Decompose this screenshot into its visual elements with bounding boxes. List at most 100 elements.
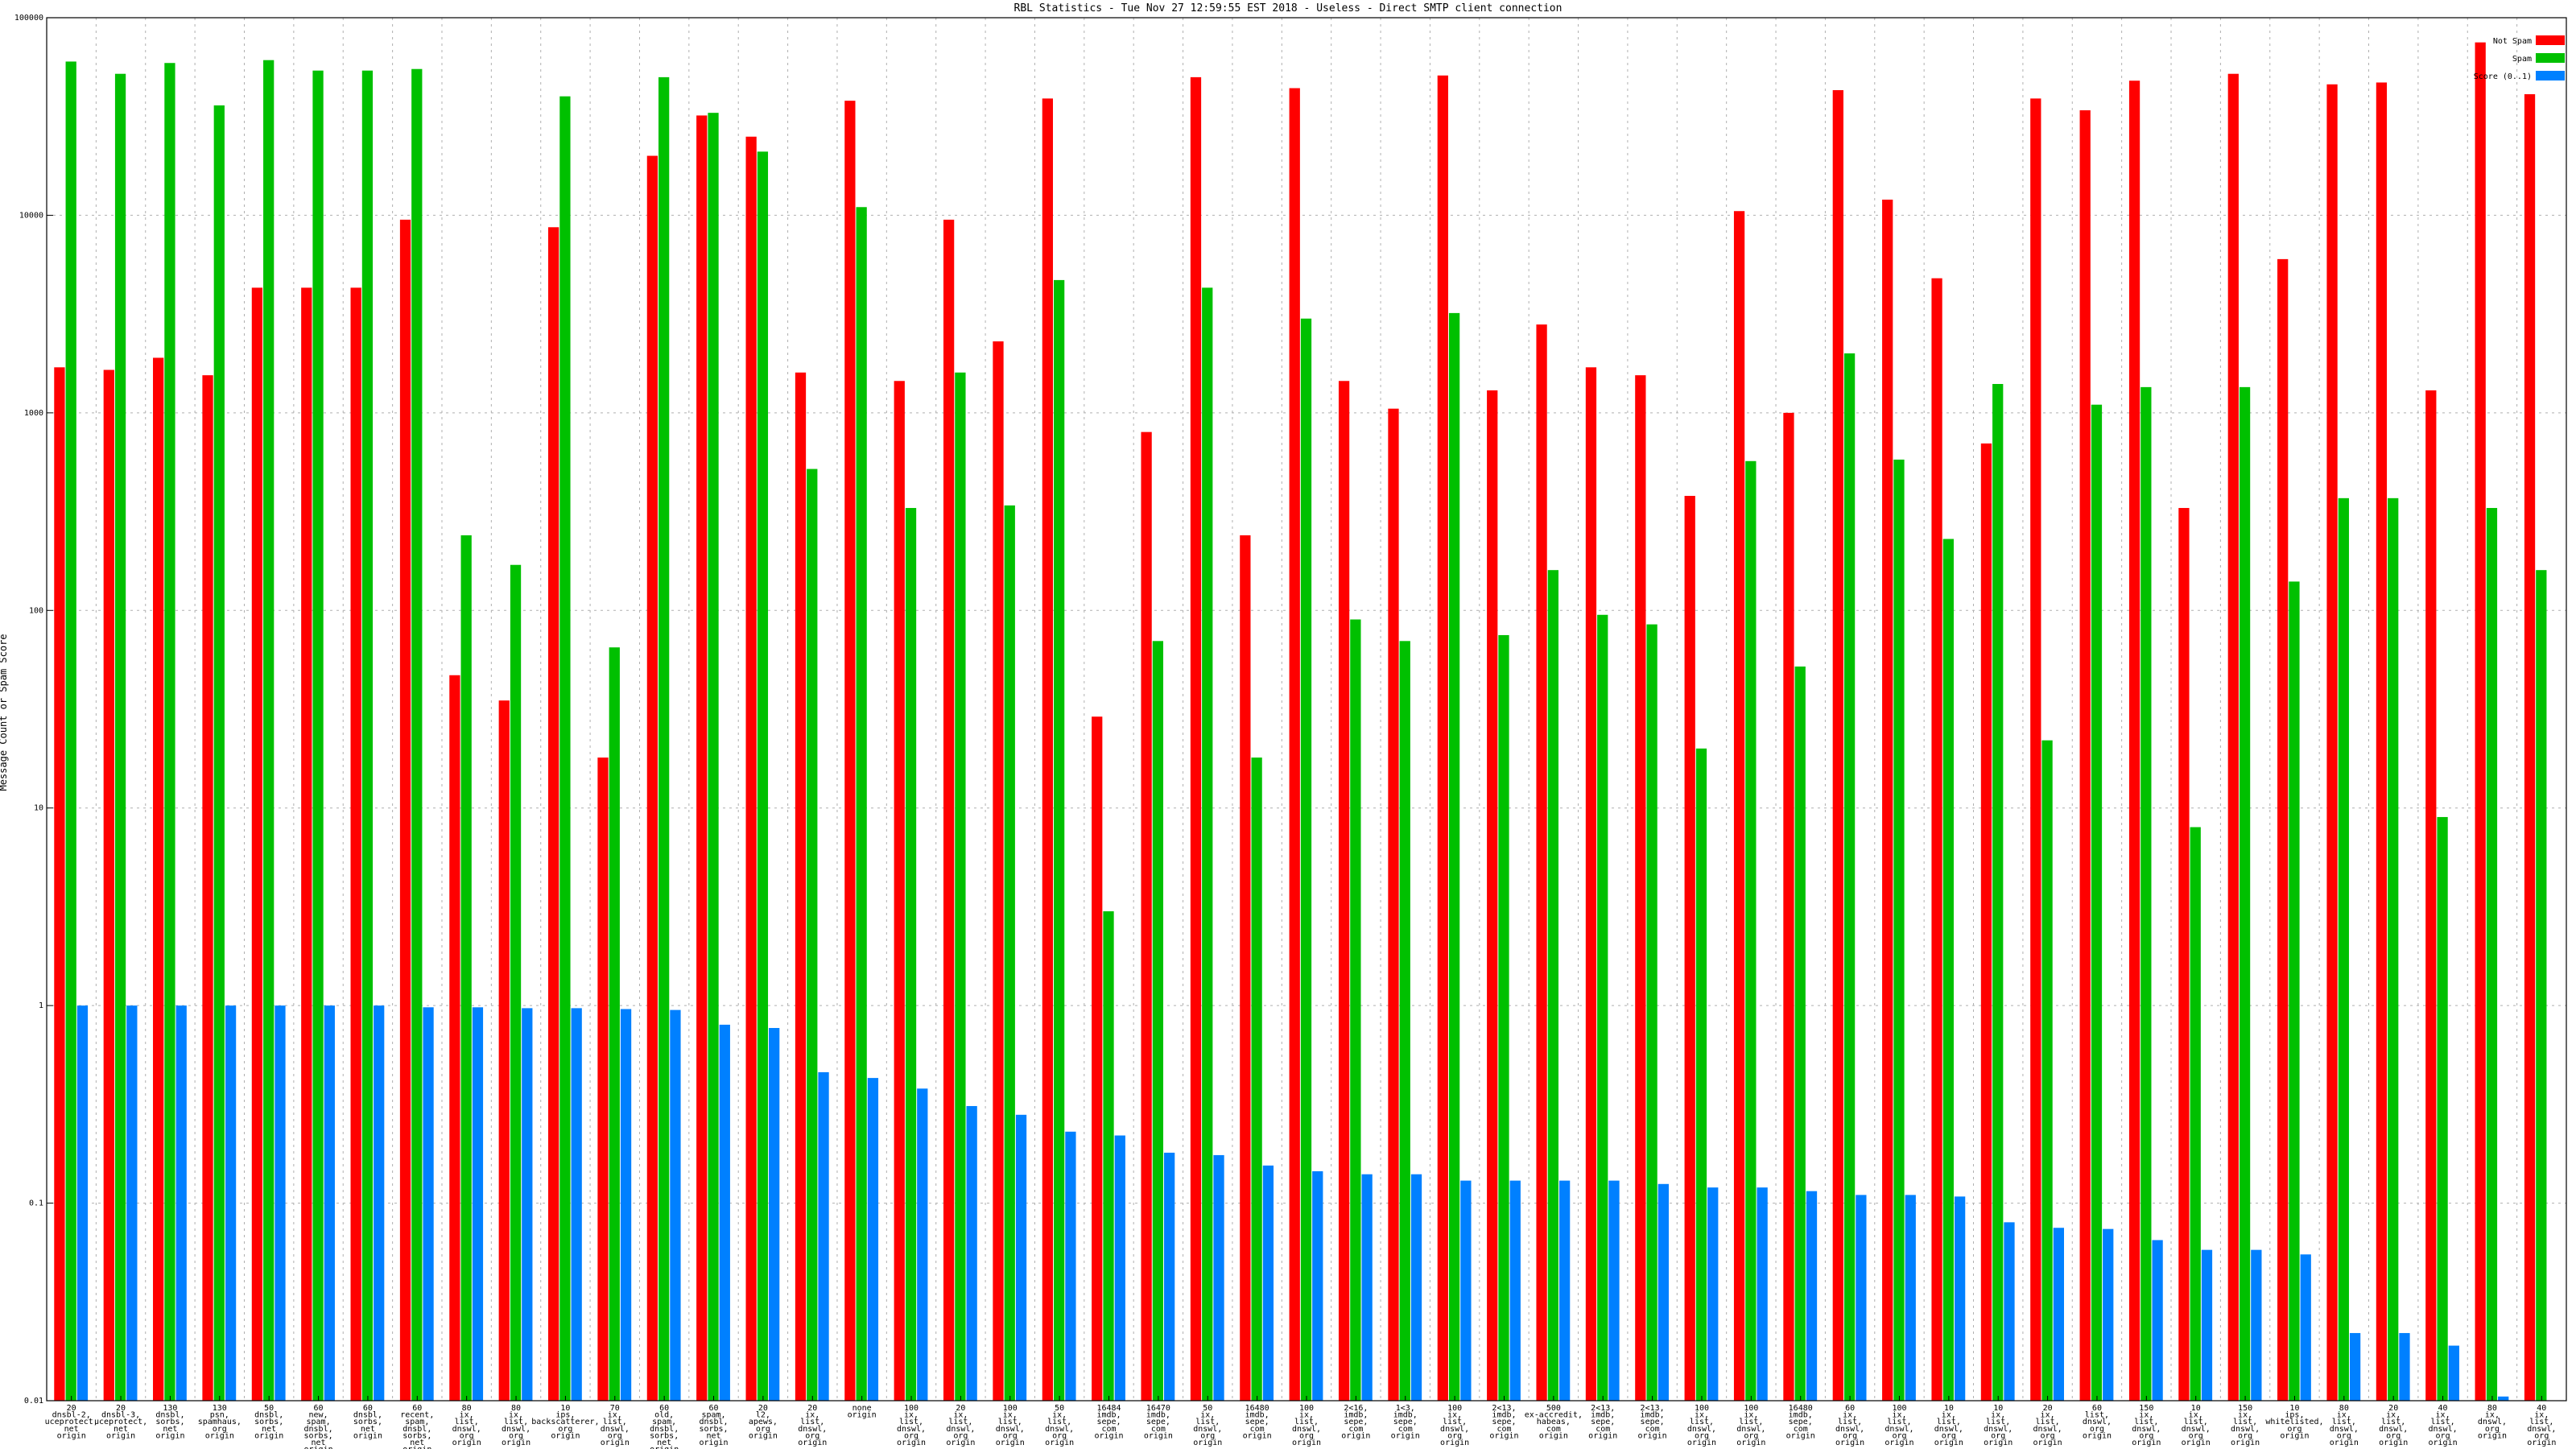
bar-spam (658, 76, 670, 1402)
x-tick-label: list, (2431, 1418, 2455, 1426)
x-tick-label: org (608, 1431, 622, 1440)
bar-not-spam (1931, 278, 1942, 1401)
x-tick-label: org (1892, 1431, 1906, 1440)
x-tick-label: org (2090, 1425, 2104, 1434)
x-tick-label: dnswl, (1292, 1425, 1321, 1434)
x-tick-label: 10 (2289, 1404, 2299, 1413)
bar-not-spam (2030, 98, 2041, 1402)
x-tick-label: org (756, 1425, 770, 1434)
x-tick-label: imdb, (1096, 1411, 1121, 1420)
x-tick-label: old, (654, 1411, 674, 1420)
bar-score (1361, 1174, 1373, 1401)
x-tick-label: org (213, 1425, 227, 1434)
bar-not-spam (1289, 88, 1300, 1402)
x-tick-label: list, (2134, 1418, 2158, 1426)
x-tick-label: dnswl, (1885, 1425, 1913, 1434)
bar-score (1213, 1154, 1224, 1401)
x-tick-label: dnsbl, (699, 1418, 728, 1426)
bar-spam (2190, 827, 2201, 1401)
bar-not-spam (202, 375, 213, 1402)
bar-score (620, 1009, 632, 1401)
x-tick-label: origin (1391, 1431, 1420, 1440)
x-tick-label: list, (2184, 1418, 2208, 1426)
x-tick-label: origin (798, 1439, 827, 1447)
x-tick-label: list, (2332, 1418, 2356, 1426)
x-tick-label: dnsbl, (402, 1425, 431, 1434)
x-tick-label: sepe, (1393, 1418, 1418, 1426)
x-tick-label: sorbs, (303, 1431, 332, 1440)
bar-spam (114, 73, 126, 1401)
x-tick-label: origin (1736, 1439, 1765, 1447)
bar-not-spam (745, 136, 757, 1402)
x-tick-label: list, (2036, 1418, 2060, 1426)
bar-spam (1992, 383, 2004, 1401)
x-tick-label: origin (1144, 1431, 1173, 1440)
x-tick-label: 60 (2092, 1404, 2102, 1413)
x-tick-label: list, (1443, 1418, 1467, 1426)
x-tick-label: dnsbl-3, (101, 1411, 140, 1420)
x-tick-label: ix, (1942, 1411, 1956, 1420)
bar-not-spam (993, 341, 1004, 1401)
bar-spam (1942, 539, 1954, 1402)
bar-not-spam (1536, 324, 1547, 1401)
x-tick-label: origin (205, 1431, 234, 1440)
x-tick-label: 10 (560, 1404, 570, 1413)
bar-spam (559, 96, 571, 1401)
bar-score (867, 1078, 879, 1401)
bar-not-spam (1092, 716, 1103, 1401)
y-tick-label: 100 (29, 606, 43, 615)
x-tick-label: org (2337, 1431, 2351, 1440)
x-tick-label: list, (1838, 1418, 1862, 1426)
y-tick-label: 0.01 (24, 1397, 43, 1406)
x-tick-label: org (2436, 1431, 2450, 1440)
x-tick-label: 80 (511, 1404, 521, 1413)
bar-not-spam (1338, 381, 1350, 1402)
x-tick-label: origin (699, 1439, 728, 1447)
x-tick-label: dnswl, (601, 1425, 630, 1434)
bar-not-spam (251, 287, 263, 1402)
bar-score (1707, 1187, 1719, 1401)
bar-score (2053, 1228, 2064, 1401)
x-tick-label: org (1991, 1431, 2005, 1440)
bar-not-spam (1240, 535, 1251, 1402)
x-tick-label: net (657, 1439, 671, 1447)
x-tick-label: 100 (1447, 1404, 1462, 1413)
x-tick-label: 40 (2537, 1404, 2546, 1413)
x-tick-label: 20 (807, 1404, 817, 1413)
x-tick-label: dnswl, (1934, 1425, 1963, 1434)
x-tick-label: uceprotect, (94, 1418, 147, 1426)
bar-spam (164, 63, 175, 1401)
x-tick-label: whitelisted, (2265, 1418, 2323, 1426)
x-tick-label: origin (1885, 1439, 1913, 1447)
bar-spam (1004, 505, 1015, 1401)
bar-spam (1695, 748, 1707, 1401)
x-tick-label: list, (2085, 1411, 2109, 1420)
y-tick-label: 10000 (19, 211, 43, 220)
bar-not-spam (2227, 73, 2239, 1401)
x-tick-label: com (1596, 1425, 1610, 1434)
bar-not-spam (1733, 211, 1745, 1401)
legend: Not Spam Spam Score (0..1) (2474, 35, 2565, 81)
x-axis-ticks: 20dnsbl-2,uceprotect,netorigin20dnsbl-3,… (45, 1396, 2556, 1449)
bar-spam (1202, 287, 1213, 1402)
bar-not-spam (646, 155, 658, 1401)
x-tick-label: 2<13, (1591, 1404, 1615, 1413)
bar-score (1905, 1195, 1916, 1401)
bar-spam (856, 207, 867, 1401)
x-tick-label: origin (402, 1446, 431, 1449)
y-tick-label: 10 (34, 804, 43, 813)
x-tick-label: ix, (1744, 1411, 1758, 1420)
bar-score (225, 1005, 237, 1401)
x-tick-label: dnswl, (1440, 1425, 1469, 1434)
chart-title: RBL Statistics - Tue Nov 27 12:59:55 EST… (1014, 2, 1563, 14)
x-tick-label: origin (2527, 1439, 2556, 1447)
x-tick-label: origin (1539, 1431, 1568, 1440)
bar-not-spam (1832, 89, 1843, 1402)
x-tick-label: dnswl, (2478, 1418, 2507, 1426)
bar-not-spam (301, 287, 312, 1402)
x-tick-label: ix, (1892, 1411, 1906, 1420)
x-tick-label: sepe, (1591, 1418, 1615, 1426)
x-tick-label: 60 (314, 1404, 324, 1413)
x-tick-label: 100 (904, 1404, 919, 1413)
x-tick-label: 20 (116, 1404, 126, 1413)
